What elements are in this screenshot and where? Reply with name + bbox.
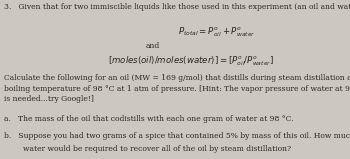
Text: water would be required to recover all of the oil by steam distillation?: water would be required to recover all o… — [4, 145, 290, 153]
Text: $[moles(oil)/moles(water)] = [P^{o}_{oil}/P^{o}_{water}]$: $[moles(oil)/moles(water)] = [P^{o}_{oil… — [108, 54, 275, 68]
Text: b.   Suppose you had two grams of a spice that contained 5% by mass of this oil.: b. Suppose you had two grams of a spice … — [4, 132, 350, 140]
Text: and: and — [145, 42, 160, 50]
Text: Calculate the following for an oil (MW = 169 g/mol) that distills during steam d: Calculate the following for an oil (MW =… — [4, 74, 350, 103]
Text: $P_{total} = P^{o}_{oil} + P^{o}_{water}$: $P_{total} = P^{o}_{oil} + P^{o}_{water}… — [178, 25, 256, 39]
Text: 3.   Given that for two immiscible liquids like those used in this experiment (a: 3. Given that for two immiscible liquids… — [4, 3, 350, 11]
Text: a.   The mass of the oil that codistills with each one gram of water at 98 °C.: a. The mass of the oil that codistills w… — [4, 115, 293, 123]
